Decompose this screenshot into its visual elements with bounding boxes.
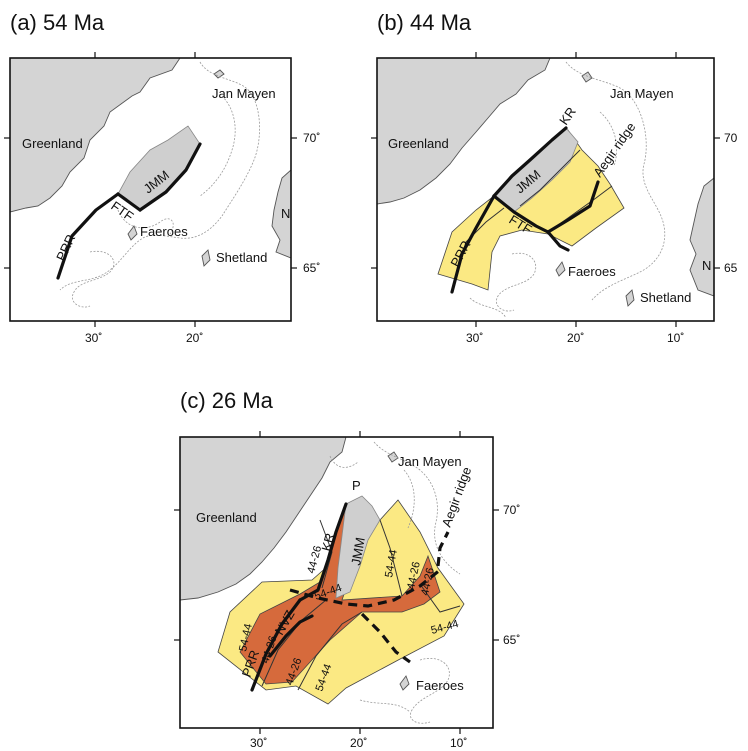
lon-tick-label: 30˚ [250,736,267,750]
lon-tick-label: 20˚ [567,331,584,345]
lat-tick-label: 70 [724,131,738,145]
lon-tick-label: 10˚ [667,331,684,345]
label-faeroes: Faeroes [140,224,188,239]
isochron-line [297,611,363,691]
prr-ridge [250,598,302,692]
bathymetry-contour [496,252,537,312]
jmm-block [335,495,381,599]
bathymetry-contour [410,658,450,724]
lat-tick-label: 70˚ [303,131,320,145]
prr-ridge [450,194,496,294]
isochron-line [261,599,327,687]
bathymetry-contour [199,95,236,197]
panel-c-title: (c) 26 Ma [180,388,274,413]
age-label: 44-26 [405,561,423,591]
panel-a: (a) 54 Ma [4,10,320,345]
bathymetry-contour [469,297,507,319]
lon-tick-label: 30˚ [466,331,483,345]
bathymetry-contour [599,111,617,167]
label-greenland: Greenland [22,136,83,151]
label-jan-mayen: Jan Mayen [212,86,276,101]
label-jan-mayen: Jan Mayen [398,454,462,469]
panel-a-title: (a) 54 Ma [10,10,105,35]
bathymetry-contour [117,209,174,235]
lat-tick-label: 65˚ [503,633,520,647]
isochron-line [419,583,461,613]
label-jan-mayen: Jan Mayen [610,86,674,101]
aegir-ridge [546,180,600,234]
lon-tick-label: 30˚ [85,331,102,345]
panel-b: (b) 44 Ma [371,10,738,345]
label-faeroes: Faeroes [568,264,616,279]
lon-tick-label: 20˚ [350,736,367,750]
label-prr: PRR [53,232,78,263]
label-n: N [702,258,711,273]
lat-tick-label: 65 [724,261,738,275]
faeroes-island [555,261,566,277]
transform-fault [546,230,570,252]
jmm-ridge [138,142,202,212]
jan-mayen-island [581,71,593,83]
lon-tick-label: 20˚ [186,331,203,345]
panel-b-title: (b) 44 Ma [377,10,472,35]
bathymetry-contour [359,699,411,713]
bathymetry-contour [329,455,359,468]
label-greenland: Greenland [388,136,449,151]
greenland-landmass [377,58,551,205]
faeroes-island [127,225,138,241]
label-shetland: Shetland [640,290,691,305]
label-kr: KR [318,531,337,552]
label-greenland: Greenland [196,510,257,525]
shetland-island [625,289,635,307]
label-faeroes: Faeroes [416,678,464,693]
kr-ridge [492,126,568,198]
isochron-line [319,519,333,589]
greenland-landmass [10,58,181,213]
age-label: 54-44 [383,549,400,579]
panel-c: (c) 26 Ma [174,388,520,750]
isochron-line [379,519,403,597]
jan-mayen-island [213,69,225,79]
lat-tick-label: 65˚ [303,261,320,275]
lat-tick-label: 70˚ [503,503,520,517]
kr-ridge [298,502,348,602]
bathymetry-contour [59,61,260,291]
panel-b-frame [376,57,715,322]
label-n: N [281,206,290,221]
label-p: P [352,478,361,493]
panel-c-frame [179,436,494,729]
shetland-island [201,249,211,267]
prr-ridge [56,192,120,280]
age-label: 44-26 [419,567,437,597]
label-aegir-ridge: Aegir ridge [439,465,475,529]
paleo-transform-dashed [360,612,411,664]
label-shetland: Shetland [216,250,267,265]
ftf-fault [116,192,142,212]
greenland-landmass [180,437,347,601]
faeroes-island [399,675,410,691]
lon-tick-label: 10˚ [450,736,467,750]
paleo-aegir-dashed [436,531,450,567]
age-label: 44-26 [305,544,324,574]
norway-landmass [271,169,291,259]
norway-landmass [689,177,714,297]
bathymetry-contour [72,250,115,308]
label-jmm: JMM [348,536,368,566]
paleo-ridge-dashed [289,568,441,608]
isochron-line [519,149,581,207]
label-aegir-ridge: Aegir ridge [590,120,638,180]
panel-a-frame [9,57,292,322]
nvz-ridge [268,614,314,658]
age-label: 54-44 [237,623,255,653]
ftf-fault [492,194,550,234]
label-kr: KR [556,104,579,127]
bathymetry-contour [565,61,666,301]
